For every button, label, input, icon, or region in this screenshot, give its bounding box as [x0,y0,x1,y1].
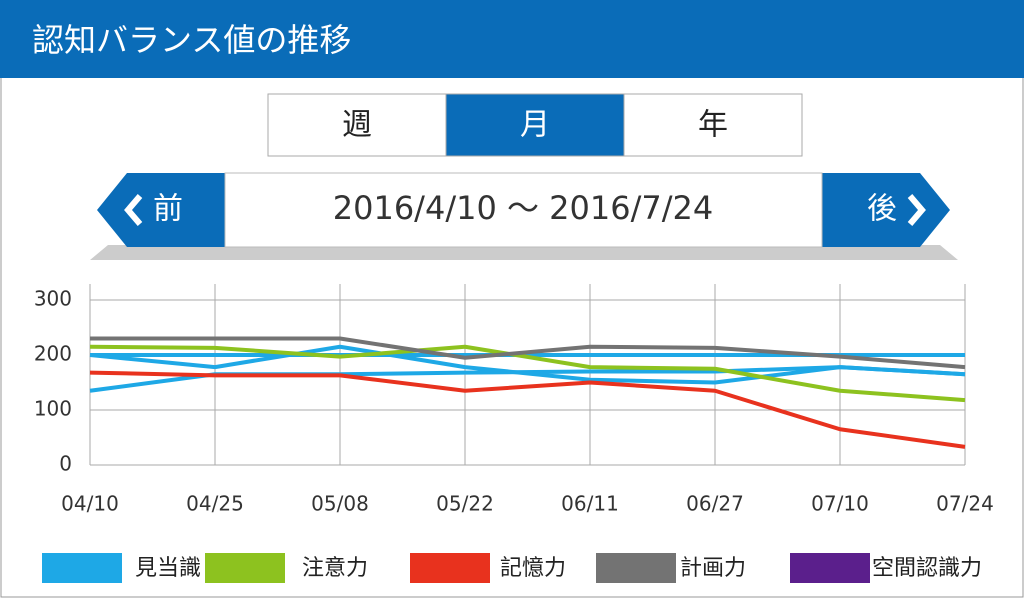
y-tick-label: 300 [34,287,72,311]
header-title: 認知バランス値の推移 [32,21,351,59]
series-line [89,344,966,403]
x-tick-label: 05/08 [311,492,369,516]
series-line [89,370,966,449]
legend-swatch [205,553,285,583]
y-tick-label: 100 [34,397,72,421]
series-line [90,336,966,370]
date-range: 2016/4/10 ～ 2016/7/24 [333,189,714,227]
legend-label: 注意力 [302,556,368,581]
header-bar [0,0,1024,78]
x-tick-label: 06/11 [561,492,619,516]
range-box [224,172,823,248]
tab[interactable] [623,93,803,157]
legend-swatch [42,553,122,583]
legend-swatch [596,553,676,583]
tab-label[interactable]: 週 [342,108,372,143]
next-label[interactable]: 後 [867,192,897,227]
legend-label: 計画力 [680,556,746,581]
y-tick-label: 200 [34,342,72,366]
tab[interactable] [445,93,625,157]
legend-swatch [410,553,490,583]
nav-shadow [90,245,958,260]
legend-label: 見当識 [135,556,201,581]
tab-label[interactable]: 年 [698,108,728,143]
y-tick-label: 0 [59,452,72,476]
x-tick-label: 05/22 [436,492,494,516]
tab[interactable] [267,93,447,157]
legend-label: 記憶力 [500,556,566,581]
prev-label[interactable]: 前 [153,192,183,227]
x-tick-label: 07/10 [811,492,869,516]
tab-label[interactable]: 月 [520,108,550,143]
legend-swatch [790,553,870,583]
legend-label: 空間認識力 [872,556,982,581]
x-tick-label: 04/10 [61,492,119,516]
chart: 0 100 200 300 04/10 04/25 05/08 05/22 06/11 06/27… [34,284,994,583]
x-tick-label: 06/27 [686,492,744,516]
next-button[interactable] [822,173,950,247]
next-chevron [907,194,926,226]
prev-button[interactable] [97,173,225,247]
x-tick-label: 07/24 [936,492,994,516]
prev-chevron [124,194,143,226]
tabs: 週月年 [267,93,803,157]
x-tick-label: 04/25 [186,492,244,516]
